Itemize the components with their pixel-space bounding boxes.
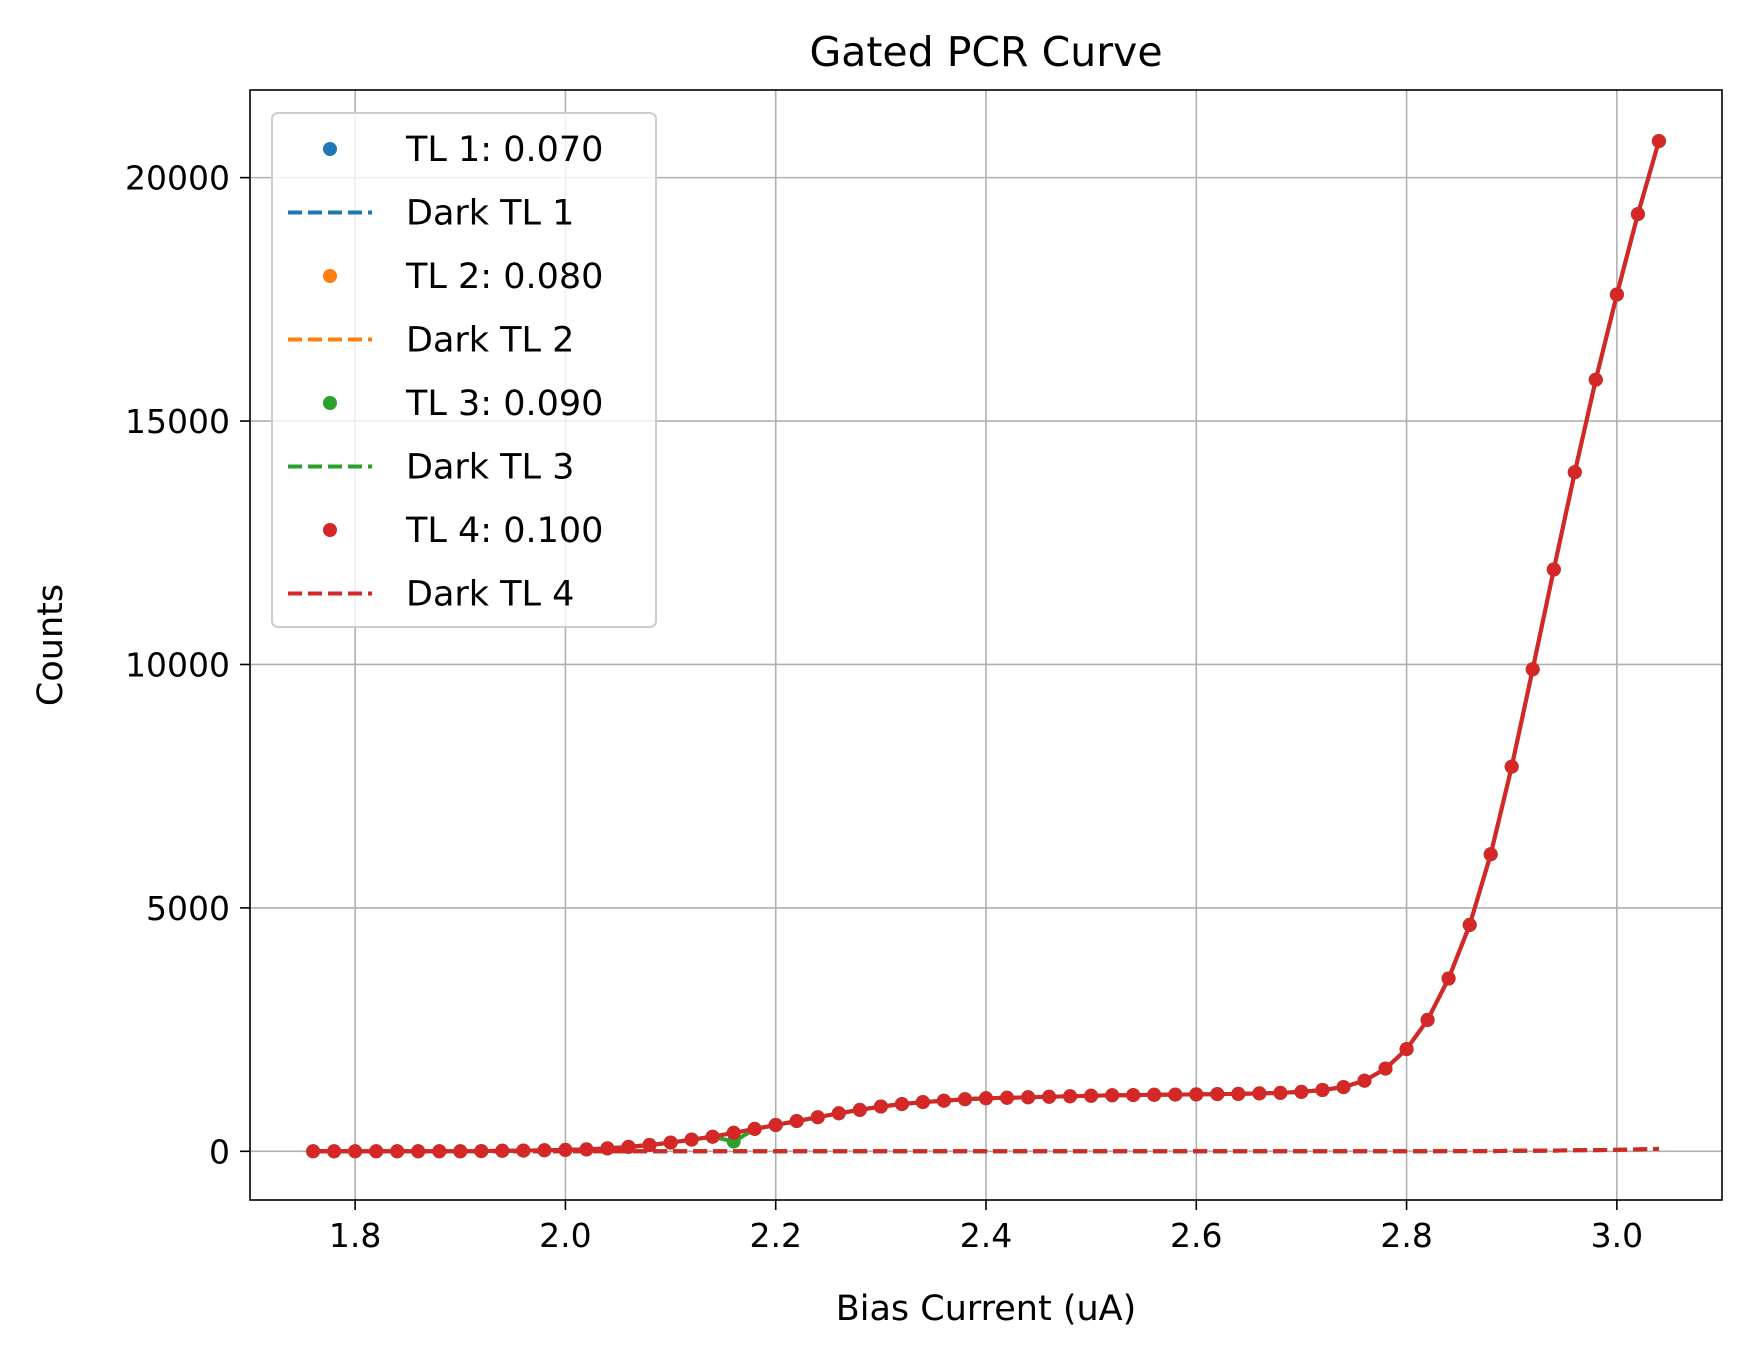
x-tick-label: 2.6 xyxy=(1170,1216,1222,1255)
legend-label: Dark TL 4 xyxy=(406,575,574,615)
data-point xyxy=(1630,207,1645,222)
data-point xyxy=(663,1135,678,1150)
plot-area xyxy=(306,134,1666,1159)
data-point xyxy=(1525,662,1540,677)
data-point xyxy=(1357,1073,1372,1088)
data-point xyxy=(1294,1084,1309,1099)
data-point xyxy=(789,1114,804,1129)
data-point xyxy=(1063,1089,1078,1104)
data-point xyxy=(936,1093,951,1108)
data-point xyxy=(831,1106,846,1121)
data-point xyxy=(894,1097,909,1112)
legend-box xyxy=(271,112,657,628)
legend-label: TL 1: 0.070 xyxy=(405,130,603,170)
legend-label: Dark TL 3 xyxy=(406,448,574,488)
data-point xyxy=(705,1129,720,1144)
data-point xyxy=(1420,1012,1435,1027)
y-tick-label: 20000 xyxy=(125,159,230,198)
y-tick-label: 15000 xyxy=(125,402,230,441)
data-point xyxy=(1609,287,1624,302)
data-point xyxy=(1168,1087,1183,1102)
data-point xyxy=(979,1091,993,1106)
legend-item: TL 4: 0.100 xyxy=(323,511,603,551)
legend-label: Dark TL 2 xyxy=(406,321,574,361)
data-point xyxy=(1231,1086,1246,1101)
data-point xyxy=(1567,465,1582,480)
data-point xyxy=(1210,1087,1225,1102)
data-point xyxy=(1084,1088,1099,1103)
data-point xyxy=(684,1132,699,1147)
data-point xyxy=(1546,562,1561,577)
data-point xyxy=(1588,372,1603,387)
y-axis-ticks: 0 5000 10000 15000 20000 xyxy=(125,159,250,1171)
legend-label: TL 4: 0.100 xyxy=(405,511,603,551)
legend-item: Dark TL 2 xyxy=(288,321,574,361)
data-point xyxy=(1126,1088,1141,1103)
data-point xyxy=(1252,1086,1267,1101)
data-point xyxy=(852,1102,867,1117)
data-point xyxy=(1189,1087,1204,1102)
data-point xyxy=(1273,1085,1288,1100)
data-point xyxy=(1000,1090,1014,1105)
data-point xyxy=(1504,759,1519,774)
legend-item: TL 3: 0.090 xyxy=(323,384,603,424)
legend-dot-swatch xyxy=(323,269,337,283)
data-point xyxy=(726,1125,741,1140)
data-point xyxy=(1147,1087,1162,1102)
x-tick-label: 2.0 xyxy=(539,1216,591,1255)
data-point xyxy=(768,1118,783,1132)
legend-item: Dark TL 3 xyxy=(288,448,574,488)
data-point xyxy=(1042,1089,1057,1104)
legend-dot-swatch xyxy=(323,523,337,537)
legend-item: Dark TL 1 xyxy=(288,194,574,234)
x-tick-label: 1.8 xyxy=(329,1216,381,1255)
data-point xyxy=(1399,1042,1414,1057)
data-point xyxy=(1315,1083,1330,1097)
data-point xyxy=(747,1121,762,1136)
data-point xyxy=(1378,1061,1393,1076)
x-tick-label: 2.8 xyxy=(1380,1216,1432,1255)
series-8 xyxy=(313,1146,1659,1154)
legend: TL 1: 0.070 Dark TL 1 TL 2: 0.080 Dark TL 2… xyxy=(271,112,657,628)
data-point xyxy=(1441,971,1456,986)
legend-item: Dark TL 4 xyxy=(288,575,574,615)
x-tick-label: 3.0 xyxy=(1591,1216,1643,1255)
y-axis-label: Counts xyxy=(31,584,71,706)
data-point xyxy=(873,1099,888,1114)
legend-item: TL 1: 0.070 xyxy=(323,130,603,170)
y-tick-label: 5000 xyxy=(146,889,230,928)
data-point xyxy=(1336,1080,1351,1095)
data-point xyxy=(1462,917,1477,932)
legend-label: TL 2: 0.080 xyxy=(405,257,603,297)
x-tick-label: 2.2 xyxy=(749,1216,801,1255)
data-point xyxy=(958,1092,972,1107)
data-point xyxy=(810,1110,825,1125)
data-point xyxy=(915,1095,930,1110)
legend-dot-swatch xyxy=(323,396,337,410)
data-point xyxy=(642,1138,657,1152)
legend-item: TL 2: 0.080 xyxy=(323,257,603,297)
chart-title: Gated PCR Curve xyxy=(809,28,1162,76)
y-tick-label: 10000 xyxy=(125,645,230,684)
x-tick-label: 2.4 xyxy=(960,1216,1012,1255)
y-tick-label: 0 xyxy=(209,1132,230,1171)
legend-dot-swatch xyxy=(323,142,337,156)
legend-label: Dark TL 1 xyxy=(406,194,574,234)
data-point xyxy=(1021,1090,1036,1105)
x-axis-label: Bias Current (uA) xyxy=(836,1289,1137,1329)
x-axis-ticks: 1.8 2.0 2.2 2.4 2.6 2.8 3.0 xyxy=(329,1200,1643,1255)
data-point xyxy=(1105,1088,1120,1103)
dark-series-line xyxy=(313,1146,1659,1154)
data-point xyxy=(1483,847,1498,862)
data-point xyxy=(1651,134,1666,149)
legend-label: TL 3: 0.090 xyxy=(405,384,603,424)
